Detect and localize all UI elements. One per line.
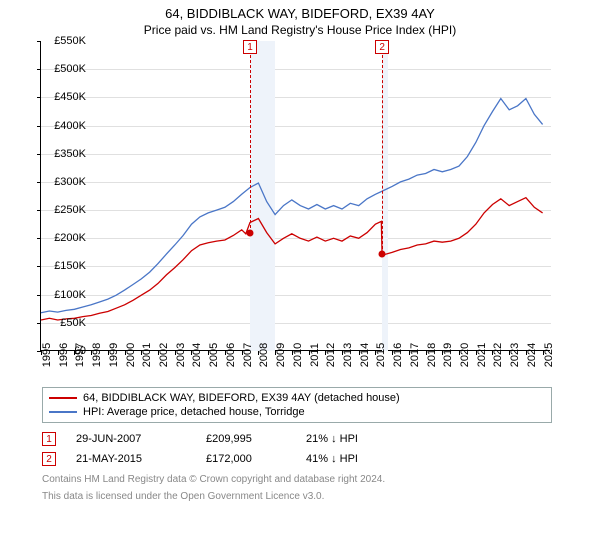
xtick-label: 2002 (158, 343, 170, 367)
xtick-label: 2003 (175, 343, 187, 367)
xtick-label: 2018 (426, 343, 438, 367)
xtick-label: 2012 (325, 343, 337, 367)
ytick-label: £300K (54, 176, 86, 188)
series-hpi (41, 99, 543, 313)
sale-price: £172,000 (206, 453, 286, 465)
xtick-label: 2008 (258, 343, 270, 367)
sale-row-marker: 2 (42, 452, 56, 466)
xtick-label: 1999 (108, 343, 120, 367)
xtick-label: 1998 (91, 343, 103, 367)
sales-table: 1 29-JUN-2007 £209,995 21% ↓ HPI 2 21-MAY-201… (42, 429, 552, 469)
ytick-label: £500K (54, 63, 86, 75)
footnote-copyright: Contains HM Land Registry data © Crown c… (42, 473, 552, 486)
ytick-mark (37, 126, 41, 127)
legend-label: 64, BIDDIBLACK WAY, BIDEFORD, EX39 4AY (… (83, 392, 400, 404)
xtick-label: 2014 (359, 343, 371, 367)
ytick-label: £350K (54, 148, 86, 160)
footnote-licence: This data is licensed under the Open Gov… (42, 490, 552, 503)
ytick-label: £150K (54, 260, 86, 272)
legend-box: 64, BIDDIBLACK WAY, BIDEFORD, EX39 4AY (… (42, 387, 552, 423)
ytick-mark (37, 266, 41, 267)
xtick-label: 2007 (242, 343, 254, 367)
sale-diff: 41% ↓ HPI (306, 453, 406, 465)
sale-dot (247, 229, 254, 236)
xtick-label: 2005 (208, 343, 220, 367)
ytick-label: £50K (60, 317, 86, 329)
sale-dot (379, 251, 386, 258)
xtick-label: 2019 (442, 343, 454, 367)
xtick-label: 2004 (191, 343, 203, 367)
xtick-label: 2000 (125, 343, 137, 367)
xtick-label: 2024 (526, 343, 538, 367)
xtick-label: 2025 (543, 343, 555, 367)
sale-diff: 21% ↓ HPI (306, 433, 406, 445)
plot-region: 1995199619971998199920002001200220032004… (40, 41, 550, 351)
sale-marker-2: 2 (375, 40, 389, 54)
ytick-mark (37, 323, 41, 324)
chart-area: 1995199619971998199920002001200220032004… (40, 41, 600, 381)
xtick-label: 2010 (292, 343, 304, 367)
xtick-label: 2009 (275, 343, 287, 367)
legend-swatch (49, 411, 77, 413)
ytick-label: £200K (54, 232, 86, 244)
legend-row: 64, BIDDIBLACK WAY, BIDEFORD, EX39 4AY (… (49, 391, 545, 405)
ytick-mark (37, 238, 41, 239)
series-property (41, 198, 543, 320)
xtick-label: 2021 (476, 343, 488, 367)
sale-date: 29-JUN-2007 (76, 433, 186, 445)
ytick-label: £100K (54, 289, 86, 301)
ytick-mark (37, 295, 41, 296)
ytick-label: £450K (54, 91, 86, 103)
ytick-label: £550K (54, 35, 86, 47)
xtick-label: 2020 (459, 343, 471, 367)
xtick-label: 2016 (392, 343, 404, 367)
xtick-label: 2022 (492, 343, 504, 367)
sale-marker-line (382, 55, 383, 254)
ytick-label: £0 (74, 345, 86, 357)
ytick-mark (37, 41, 41, 42)
sale-price: £209,995 (206, 433, 286, 445)
chart-subtitle: Price paid vs. HM Land Registry's House … (0, 21, 600, 41)
line-series-svg (41, 41, 551, 351)
xtick-label: 2017 (409, 343, 421, 367)
legend-row: HPI: Average price, detached house, Torr… (49, 405, 545, 419)
sale-marker-line (250, 55, 251, 233)
xtick-label: 1995 (41, 343, 53, 367)
xtick-label: 2006 (225, 343, 237, 367)
ytick-mark (37, 182, 41, 183)
ytick-mark (37, 97, 41, 98)
sale-date: 21-MAY-2015 (76, 453, 186, 465)
xtick-label: 2011 (309, 343, 321, 367)
chart-title: 64, BIDDIBLACK WAY, BIDEFORD, EX39 4AY (0, 0, 600, 21)
sale-row: 2 21-MAY-2015 £172,000 41% ↓ HPI (42, 449, 552, 469)
sale-row: 1 29-JUN-2007 £209,995 21% ↓ HPI (42, 429, 552, 449)
xtick-label: 2013 (342, 343, 354, 367)
xtick-label: 1996 (58, 343, 70, 367)
ytick-mark (37, 154, 41, 155)
ytick-mark (37, 210, 41, 211)
legend-label: HPI: Average price, detached house, Torr… (83, 406, 305, 418)
xtick-label: 2015 (375, 343, 387, 367)
legend-swatch (49, 397, 77, 399)
ytick-mark (37, 69, 41, 70)
sale-marker-1: 1 (243, 40, 257, 54)
ytick-label: £400K (54, 120, 86, 132)
sale-row-marker: 1 (42, 432, 56, 446)
ytick-label: £250K (54, 204, 86, 216)
xtick-label: 2001 (141, 343, 153, 367)
xtick-label: 2023 (509, 343, 521, 367)
